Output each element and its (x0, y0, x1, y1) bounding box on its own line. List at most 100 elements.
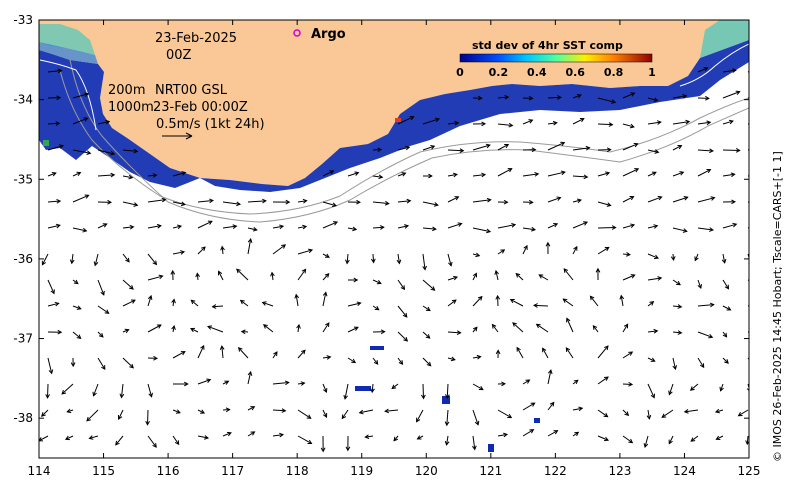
current-arrow (72, 92, 90, 99)
current-arrow (122, 299, 136, 307)
current-arrow (697, 66, 709, 73)
current-arrow (697, 227, 714, 232)
current-arrow (170, 269, 176, 281)
current-arrow (683, 409, 699, 414)
current-arrow (343, 383, 349, 400)
y-tick-label: -37 (13, 332, 33, 346)
current-arrow (211, 304, 224, 309)
x-tick-label: 118 (286, 464, 309, 478)
current-arrow (322, 221, 339, 229)
current-arrow (747, 175, 749, 177)
current-arrow (497, 222, 517, 229)
current-arrow (592, 324, 599, 333)
current-arrow (721, 253, 727, 264)
sst-swath-central (200, 40, 749, 192)
current-arrow (547, 369, 553, 385)
current-arrow (522, 119, 534, 125)
sst-swath-west-cyan (39, 24, 95, 55)
date-label: 23-Feb-2025 (155, 31, 237, 46)
current-arrow (47, 68, 63, 74)
current-arrow (472, 197, 492, 203)
current-arrow (538, 274, 549, 281)
current-arrow (247, 198, 267, 204)
current-arrow (297, 268, 307, 281)
current-arrow (172, 250, 186, 255)
current-arrow (533, 303, 549, 308)
current-arrow (622, 274, 636, 281)
current-arrow (522, 402, 536, 411)
current-arrow (547, 196, 562, 203)
current-arrow (668, 435, 674, 445)
y-tick-label: -35 (13, 172, 33, 186)
current-arrow (297, 409, 312, 419)
current-arrow (497, 249, 506, 255)
current-arrow (384, 408, 399, 414)
current-arrow (240, 329, 249, 335)
current-arrow (421, 383, 426, 400)
current-arrow (393, 435, 399, 442)
current-arrow (597, 345, 609, 359)
current-arrow (522, 379, 531, 385)
current-arrow (272, 432, 285, 438)
current-arrow (422, 144, 436, 151)
current-arrow (47, 144, 65, 151)
current-arrow (622, 223, 636, 229)
current-arrow (697, 302, 715, 308)
current-arrow (472, 435, 477, 451)
current-arrow (72, 117, 89, 125)
current-arrow (222, 380, 230, 385)
current-arrow (597, 171, 611, 177)
current-arrow (345, 435, 351, 452)
current-arrow (397, 115, 415, 125)
contour-200m (59, 69, 749, 215)
current-arrow (272, 224, 285, 230)
current-arrow (297, 248, 314, 255)
current-arrow (572, 198, 582, 204)
x-tick-label: 117 (221, 464, 244, 478)
sst-patch (370, 346, 384, 350)
current-arrow (347, 199, 361, 205)
current-arrow (207, 325, 224, 333)
contour-west-white (39, 59, 97, 131)
current-arrow (670, 253, 676, 262)
current-arrow (347, 226, 358, 232)
current-arrow (97, 149, 116, 156)
current-arrow (597, 201, 612, 207)
current-arrow (391, 383, 399, 390)
current-arrow (572, 379, 579, 385)
current-arrow (714, 408, 724, 414)
current-arrow (737, 409, 749, 417)
sst-patch (355, 386, 371, 391)
current-arrow (294, 293, 300, 307)
current-arrow (322, 355, 332, 360)
current-arrow (372, 225, 385, 230)
current-arrow (397, 172, 407, 177)
colorbar-tick-label: 1 (648, 66, 656, 79)
contour-1000-label: 1000m (108, 100, 154, 115)
current-arrow (47, 279, 55, 295)
current-arrow (647, 301, 655, 307)
current-arrow (672, 93, 688, 99)
current-arrow (646, 409, 652, 420)
current-arrow (122, 279, 134, 290)
current-arrow (219, 345, 225, 359)
current-arrow (236, 268, 249, 281)
current-arrow (97, 223, 108, 229)
current-arrow (97, 305, 110, 314)
current-arrow (722, 222, 738, 229)
current-arrow (447, 299, 457, 307)
sst-patch (534, 418, 540, 423)
scale-label: 0.5m/s (1kt 24h) (156, 117, 265, 132)
current-arrow (297, 198, 308, 204)
current-arrow (547, 141, 566, 151)
current-arrow (447, 196, 460, 203)
current-arrow (297, 224, 308, 230)
current-arrow (497, 381, 506, 387)
current-arrow (722, 90, 741, 99)
current-arrow (672, 357, 678, 371)
current-arrow (422, 117, 441, 125)
current-arrow (647, 97, 659, 103)
current-arrow (622, 381, 634, 387)
current-arrow (272, 380, 290, 386)
sst-warm-speck (395, 118, 401, 122)
